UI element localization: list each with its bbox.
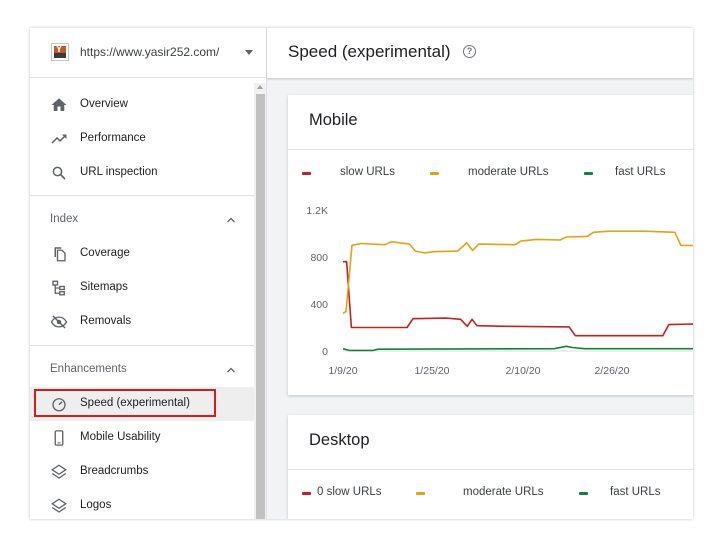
legend-label-fast[interactable]: fast URLs	[615, 166, 666, 178]
series-line-moderate-urls[interactable]	[342, 230, 693, 315]
home-icon	[51, 98, 67, 111]
main-content: Mobile slow URLs moderate URLs fast URLs…	[30, 28, 693, 519]
chart-legend: 0 slow URLs moderate URLs fast URLs	[288, 484, 693, 504]
chevron-up-icon[interactable]	[226, 365, 236, 375]
trending-up-icon	[51, 134, 67, 144]
nav-item-overview[interactable]: Overview	[30, 88, 254, 122]
x-tick-label: 1/9/20	[328, 365, 357, 377]
y-tick-label: 1.2K	[306, 205, 328, 217]
x-tick-label: 2/26/20	[594, 365, 629, 377]
section-divider	[30, 345, 254, 346]
legend-swatch	[302, 492, 311, 495]
y-tick-label: 800	[310, 252, 328, 264]
dropdown-caret-icon[interactable]	[245, 50, 253, 55]
nav-item-performance[interactable]: Performance	[30, 122, 254, 156]
nav-item-sitemaps[interactable]: Sitemaps	[30, 271, 254, 305]
search-icon	[52, 166, 66, 180]
series-line-slow-urls[interactable]	[343, 260, 693, 337]
legend-swatch	[416, 492, 425, 495]
page-title: Speed (experimental)	[288, 42, 451, 61]
mobile-card: Mobile slow URLs moderate URLs fast URLs…	[288, 95, 693, 395]
sidebar: Y https://www.yasir252.com/ Overview Per…	[30, 28, 267, 519]
nav-item-label: Removals	[80, 315, 132, 327]
series-line-fast-urls[interactable]	[342, 345, 693, 352]
nav-item-coverage[interactable]: Coverage	[30, 237, 254, 271]
section-title-index: Index	[50, 213, 79, 225]
desktop-card: Desktop 0 slow URLs moderate URLs fast U…	[288, 415, 693, 519]
scrollbar-thumb[interactable]	[256, 94, 265, 519]
nav-item-mobile-usability[interactable]: Mobile Usability	[30, 421, 254, 455]
nav-item-label: Speed (experimental)	[80, 397, 190, 409]
legend-label-slow[interactable]: slow URLs	[340, 166, 395, 178]
property-url: https://www.yasir252.com/	[80, 45, 220, 59]
x-tick-label: 1/25/20	[414, 365, 449, 377]
nav-item-label: Coverage	[80, 247, 130, 259]
section-divider	[30, 195, 254, 196]
eye-off-icon	[50, 315, 68, 329]
card-title: Mobile	[309, 111, 358, 129]
legend-label-slow[interactable]: 0 slow URLs	[317, 486, 382, 498]
legend-label-moderate[interactable]: moderate URLs	[468, 166, 549, 178]
nav-item-label: Breadcrumbs	[80, 465, 149, 477]
chevron-up-icon[interactable]	[226, 215, 236, 225]
scroll-up-icon[interactable]	[257, 85, 263, 89]
nav-item-label: Logos	[80, 499, 112, 511]
layers-icon	[51, 498, 67, 513]
property-favicon: Y	[51, 43, 69, 61]
smartphone-icon	[54, 430, 64, 446]
legend-swatch	[430, 172, 439, 175]
card-title: Desktop	[309, 431, 370, 449]
page-header: Speed (experimental) ?	[267, 28, 693, 78]
legend-label-moderate[interactable]: moderate URLs	[463, 486, 544, 498]
nav-item-breadcrumbs[interactable]: Breadcrumbs	[30, 455, 254, 489]
nav-item-label: Performance	[80, 132, 146, 144]
highlight-annotation	[34, 389, 216, 417]
legend-swatch	[584, 172, 593, 175]
layers-icon	[51, 464, 67, 479]
card-divider	[288, 149, 693, 150]
nav-item-url-inspection[interactable]: URL inspection	[30, 156, 254, 190]
property-selector[interactable]: Y https://www.yasir252.com/	[30, 28, 266, 78]
nav-item-removals[interactable]: Removals	[30, 305, 254, 339]
y-tick-label: 400	[310, 299, 328, 311]
x-tick-label: 2/10/20	[505, 365, 540, 377]
speedometer-icon	[52, 398, 66, 412]
legend-label-fast[interactable]: fast URLs	[610, 486, 661, 498]
card-divider	[288, 469, 693, 470]
chart-legend: slow URLs moderate URLs fast URLs	[288, 164, 693, 184]
file-copy-icon	[54, 247, 66, 262]
section-title-enhancements: Enhancements	[50, 363, 127, 375]
legend-swatch	[579, 492, 588, 495]
legend-swatch	[302, 172, 311, 175]
sitemap-icon	[52, 280, 65, 296]
nav-item-label: Overview	[80, 98, 128, 110]
y-tick-label: 0	[322, 346, 328, 358]
nav-item-label: URL inspection	[80, 166, 158, 178]
nav-item-label: Mobile Usability	[80, 431, 161, 443]
nav-item-label: Sitemaps	[80, 281, 128, 293]
help-icon[interactable]: ?	[463, 45, 476, 58]
nav-item-logos[interactable]: Logos	[30, 489, 254, 519]
